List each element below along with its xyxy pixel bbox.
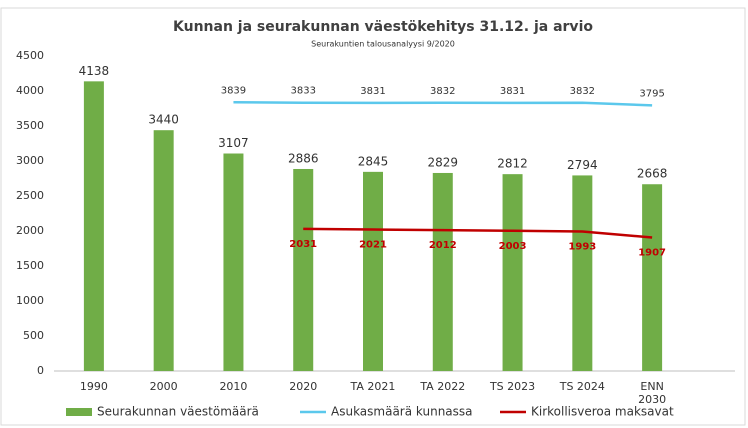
line (303, 227, 653, 239)
bar (223, 153, 244, 371)
x-tick-label: TA 2021 (350, 380, 396, 393)
bar (153, 130, 174, 371)
x-tick-label: TA 2022 (420, 380, 466, 393)
data-label: 2794 (567, 158, 598, 172)
data-label: 3831 (500, 86, 525, 97)
data-label: 2003 (499, 241, 527, 252)
bar (363, 171, 383, 371)
x-tick-label: TS 2023 (489, 380, 536, 393)
y-tick-label: 1500 (16, 259, 44, 272)
bar (432, 172, 453, 371)
legend-label: Kirkollisveroa maksavat (531, 405, 674, 419)
chart-title: Kunnan ja seurakunnan väestökehitys 31.1… (173, 19, 593, 35)
chart-subtitle: Seurakuntien talousanalyysi 9/2020 (311, 40, 455, 49)
data-label: 3795 (639, 88, 664, 99)
x-tick-label: 1990 (79, 380, 108, 393)
data-label: 3839 (221, 85, 246, 96)
bar (83, 81, 104, 371)
bar (502, 174, 523, 371)
x-tick-label: 2010 (219, 380, 248, 393)
data-label: 1993 (568, 241, 596, 252)
data-label: 3440 (148, 113, 179, 127)
data-label: 2668 (637, 167, 668, 181)
bar (572, 175, 593, 371)
line (233, 101, 653, 107)
chart-border (0, 7, 746, 426)
data-label: 3832 (430, 86, 455, 97)
y-tick-label: 4000 (16, 84, 44, 97)
legend-label: Seurakunnan väestömäärä (97, 405, 259, 419)
legend-swatch (66, 408, 92, 416)
y-tick-label: 500 (23, 329, 44, 342)
data-label: 3832 (570, 86, 595, 97)
bar (293, 168, 314, 371)
data-label: 2886 (288, 151, 319, 165)
data-label: 2812 (497, 157, 528, 171)
y-tick-label: 1000 (16, 294, 44, 307)
data-label: 3107 (218, 136, 249, 150)
bar (642, 184, 663, 371)
y-tick-label: 4500 (16, 49, 44, 62)
x-tick-label: 2020 (289, 380, 318, 393)
x-tick-label: TS 2024 (559, 380, 605, 393)
data-label: 3833 (290, 86, 315, 97)
y-tick-label: 2000 (16, 224, 44, 237)
data-label: 3831 (360, 86, 385, 97)
data-label: 2829 (428, 155, 459, 169)
y-tick-label: 3000 (16, 154, 44, 167)
y-tick-label: 2500 (16, 189, 44, 202)
data-label: 2012 (429, 240, 457, 251)
legend-label: Asukasmäärä kunnassa (331, 405, 473, 419)
x-tick-label: ENN 2030 (638, 380, 667, 406)
data-label: 1907 (638, 248, 666, 259)
y-tick-label: 3500 (16, 119, 44, 132)
data-label: 4138 (79, 64, 110, 78)
data-label: 2021 (359, 240, 387, 251)
data-label: 2031 (289, 239, 317, 250)
x-tick-label: 2000 (149, 380, 178, 393)
y-tick-label: 0 (37, 364, 44, 377)
data-label: 2845 (358, 154, 389, 168)
